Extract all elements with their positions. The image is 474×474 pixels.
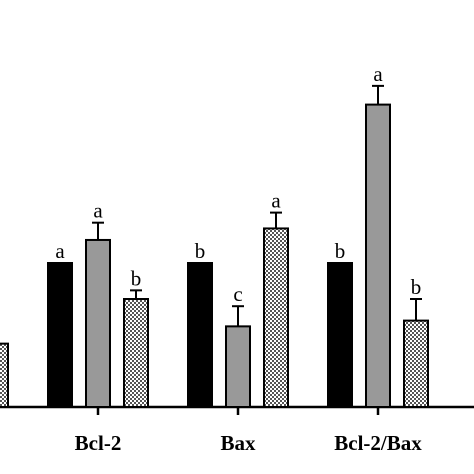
significance-letter: a [93,199,103,223]
bar [403,319,429,409]
significance-letter: b [131,266,142,290]
error-bar [232,305,244,327]
significance-letter: b [195,239,206,263]
error-bar [372,84,384,105]
bar [263,227,289,408]
significance-letter: a [271,189,281,213]
error-bar [92,221,104,240]
bar [47,262,73,408]
error-bar [270,211,282,229]
error-bar [410,298,422,321]
bar [0,342,9,409]
significance-letter: b [411,275,422,299]
significance-letter: c [233,282,242,306]
x-tick-label: Bax [220,431,256,455]
bar [85,238,111,408]
x-tick-label: Bcl-2/Bax [334,431,422,455]
error-bar [130,289,142,299]
significance-letter: b [335,239,346,263]
bar [327,262,353,408]
bar [225,325,251,408]
bar [123,298,149,408]
bar [365,103,391,408]
x-tick-label: Bcl-2 [75,431,122,455]
bar [187,262,213,408]
significance-letter: a [373,62,383,86]
significance-letter: a [55,239,65,263]
